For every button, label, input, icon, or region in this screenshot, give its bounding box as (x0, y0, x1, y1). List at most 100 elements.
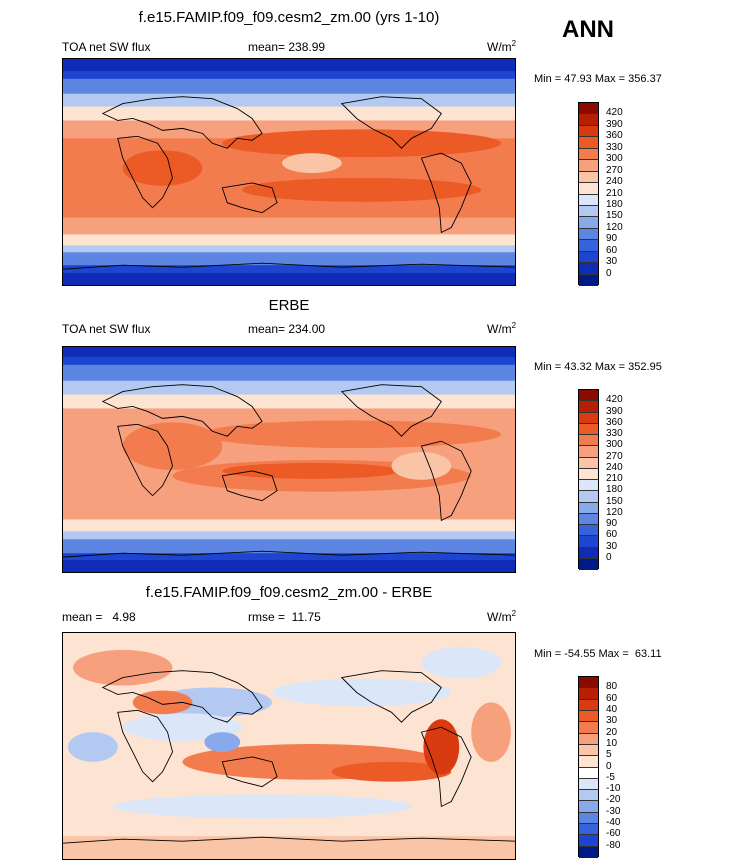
colorbar-cell (579, 790, 598, 802)
colorbar-tick-label: -60 (606, 828, 621, 840)
colorbar-cell (579, 228, 598, 241)
colorbar-cell (579, 446, 598, 458)
colorbar-tick-label: 390 (606, 118, 623, 130)
colorbar-cell (579, 513, 598, 525)
panel-minmax-obs: Min = 43.32 Max = 352.95 (534, 361, 662, 373)
colorbar-tick-label: -40 (606, 817, 621, 829)
map-obs (62, 346, 516, 573)
colorbar-cell (579, 468, 598, 480)
panel-title-obs: ERBE (268, 297, 310, 314)
colorbar-tick-label: 10 (606, 737, 618, 749)
colorbar-cell (579, 722, 598, 734)
colorbar-tick-label: 0 (606, 760, 612, 772)
map-diff (62, 632, 516, 860)
colorbar-tick-label: 210 (606, 187, 623, 199)
panel-minmax-diff: Min = -54.55 Max = 63.11 (534, 648, 662, 660)
colorbar-tick-label: 40 (606, 703, 618, 715)
colorbar-tick-label: 80 (606, 681, 618, 693)
colorbar-tick-label: 240 (606, 461, 623, 473)
colorbar-tick-label: 90 (606, 518, 618, 529)
colorbar-tick-label: 270 (606, 450, 623, 462)
colorbar-cell (579, 558, 598, 570)
colorbar-model (578, 102, 599, 286)
colorbar-cell (579, 525, 598, 537)
colorbar-cell (579, 778, 598, 791)
colorbar-tick-label: 300 (606, 439, 623, 451)
colorbar-cell (579, 457, 598, 469)
colorbar-obs (578, 389, 599, 570)
colorbar-cell (579, 767, 598, 779)
colorbar-cell (579, 491, 598, 503)
panel-rmse-diff: rmse = 11.75 (248, 610, 321, 624)
colorbar-cell (579, 412, 598, 424)
colorbar-cell (579, 502, 598, 514)
colorbar-tick-label: 390 (606, 405, 623, 417)
panel-title-model: f.e15.FAMIP.f09_f09.cesm2_zm.00 (yrs 1-1… (138, 9, 440, 26)
colorbar-tick-label: 30 (606, 715, 618, 727)
colorbar-tick-label: 420 (606, 107, 623, 119)
colorbar-cell (579, 536, 598, 548)
colorbar-cell (579, 114, 598, 126)
colorbar-tick-label: 120 (606, 221, 623, 233)
colorbar-cell (579, 824, 598, 836)
colorbar-cell (579, 251, 598, 264)
colorbar-cell (579, 103, 598, 115)
colorbar-tick-label: -20 (606, 794, 621, 806)
colorbar-cell (579, 744, 598, 757)
colorbar-tick-label: -30 (606, 805, 621, 817)
colorbar-cell (579, 423, 598, 435)
colorbar-cell (579, 710, 598, 723)
colorbar-tick-label: 20 (606, 726, 618, 738)
colorbar-cell (579, 217, 598, 229)
colorbar-cell (579, 160, 598, 172)
panel-mean-model: mean= 238.99 (248, 40, 326, 54)
colorbar-tick-label: 5 (606, 749, 612, 761)
colorbar-tick-label: 360 (606, 130, 623, 142)
colorbar-cell (579, 756, 598, 768)
colorbar-tick-label: 180 (606, 484, 623, 496)
map-model (62, 58, 516, 286)
colorbar-tick-label: 90 (606, 233, 618, 245)
colorbar-cell (579, 148, 598, 161)
panel-mean-obs: mean= 234.00 (248, 322, 326, 336)
colorbar-cell (579, 263, 598, 275)
colorbar-cell (579, 435, 598, 447)
colorbar-tick-label: 120 (606, 506, 623, 518)
colorbar-cell (579, 171, 598, 184)
colorbar-tick-label: 150 (606, 210, 623, 222)
colorbar-cell (579, 137, 598, 149)
panel-title-diff: f.e15.FAMIP.f09_f09.cesm2_zm.00 - ERBE (145, 584, 433, 601)
colorbar-tick-label: -80 (606, 839, 621, 851)
colorbar-cell (579, 401, 598, 413)
colorbar-cell (579, 205, 598, 218)
colorbar-tick-label: 60 (606, 692, 618, 704)
colorbar-tick-label: 30 (606, 256, 618, 268)
colorbar-cell (579, 194, 598, 206)
colorbar-tick-label: 270 (606, 164, 623, 176)
colorbar-cell (579, 699, 598, 711)
colorbar-cell (579, 125, 598, 138)
colorbar-cell (579, 835, 598, 847)
colorbar-tick-label: 420 (606, 394, 623, 406)
panel-units-diff: W/m2 (487, 609, 517, 624)
panel-units-model: W/m2 (487, 39, 517, 54)
colorbar-tick-label: -10 (606, 783, 621, 795)
colorbar-tick-label: 0 (606, 267, 612, 279)
panel-variable-obs: TOA net SW flux (62, 322, 151, 336)
colorbar-tick-label: -5 (606, 771, 615, 783)
colorbar-cell (579, 801, 598, 813)
colorbar-tick-label: 210 (606, 473, 623, 484)
colorbar-diff (578, 676, 599, 858)
colorbar-tick-label: 240 (606, 176, 623, 188)
colorbar-cell (579, 547, 598, 559)
colorbar-cell (579, 240, 598, 252)
panel-mean-diff: mean = 4.98 (62, 610, 136, 624)
colorbar-tick-label: 30 (606, 540, 618, 552)
colorbar-cell (579, 274, 598, 286)
colorbar-tick-label: 0 (606, 551, 612, 563)
colorbar-tick-label: 330 (606, 428, 623, 439)
colorbar-tick-label: 60 (606, 244, 618, 256)
colorbar-cell (579, 846, 598, 858)
colorbar-tick-label: 330 (606, 141, 623, 153)
colorbar-cell (579, 677, 598, 689)
